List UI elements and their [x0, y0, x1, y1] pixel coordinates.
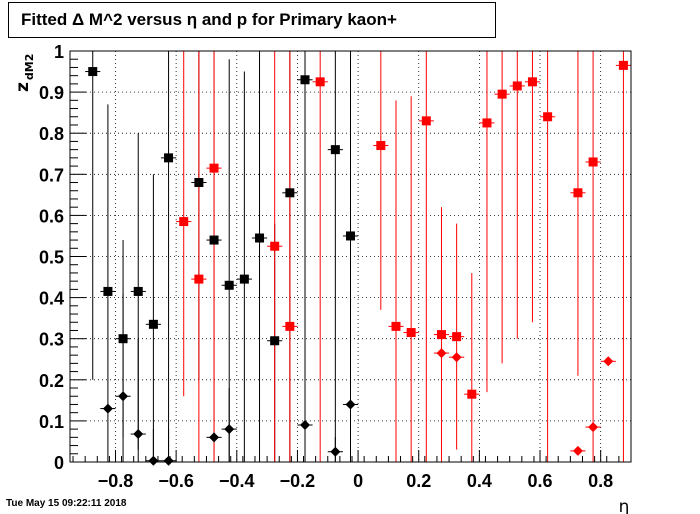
y-tick-label: 0.6 — [39, 206, 64, 226]
chart-title-box: Fitted Δ M^2 versus η and p for Primary … — [8, 2, 496, 38]
diamond-marker — [436, 348, 447, 359]
square-marker — [103, 286, 113, 296]
square-marker — [406, 328, 416, 338]
y-tick-label: 0.9 — [39, 83, 64, 103]
y-tick-label: 0.3 — [39, 330, 64, 350]
square-marker — [573, 188, 583, 198]
y-tick-label: 0.8 — [39, 124, 64, 144]
square-marker — [497, 89, 507, 99]
square-marker — [482, 118, 492, 128]
x-tick-label: −0.4 — [219, 471, 255, 491]
square-marker — [527, 77, 537, 87]
y-tick-label: 0.5 — [39, 248, 64, 268]
y-tick-label: 0.2 — [39, 371, 64, 391]
square-marker — [133, 286, 143, 296]
x-axis-label: η — [619, 497, 630, 514]
date-stamp: Tue May 15 09:22:11 2018 — [6, 498, 127, 509]
x-tick-label: 0 — [353, 471, 363, 491]
square-marker — [194, 274, 204, 284]
square-marker — [421, 116, 431, 126]
square-marker — [209, 163, 219, 173]
square-marker — [618, 60, 628, 70]
diamond-marker — [133, 429, 144, 440]
y-axis-label: z dM2 — [13, 54, 36, 92]
square-marker — [300, 75, 310, 85]
diamond-marker — [300, 420, 311, 431]
square-marker — [194, 178, 204, 188]
square-marker — [255, 233, 265, 243]
square-marker — [436, 330, 446, 340]
square-marker — [270, 241, 280, 251]
diamond-marker — [451, 352, 462, 363]
square-marker — [164, 153, 174, 163]
diamond-marker — [224, 424, 235, 435]
diamond-marker — [118, 391, 129, 402]
x-tick-label: 0.6 — [528, 471, 553, 491]
square-marker — [285, 188, 295, 198]
square-marker — [88, 67, 98, 77]
y-tick-label: 0.7 — [39, 165, 64, 185]
diamond-marker — [603, 356, 614, 367]
y-tick-label: 1 — [54, 42, 64, 62]
y-axis-label-sub: dM2 — [23, 54, 36, 80]
square-marker — [224, 280, 234, 290]
square-marker — [330, 145, 340, 155]
square-marker — [346, 231, 355, 241]
square-marker — [376, 141, 386, 151]
axis-ticks: −0.8 −0.6 −0.4 −0.2 0 0.2 0.4 0.6 0.8 0 0.1 0.2 0.3 0… — [39, 42, 620, 491]
x-tick-label: −0.8 — [98, 471, 134, 491]
diamond-marker — [572, 445, 583, 456]
square-marker — [118, 334, 128, 344]
square-marker — [315, 77, 325, 87]
square-marker — [148, 319, 158, 329]
y-tick-label: 0 — [54, 453, 64, 473]
diamond-marker — [163, 455, 174, 466]
square-marker — [543, 112, 553, 122]
square-marker — [588, 157, 598, 167]
diamond-marker — [588, 422, 599, 433]
square-marker — [209, 235, 219, 245]
diamond-marker — [102, 403, 113, 414]
x-tick-label: 0.8 — [588, 471, 613, 491]
x-tick-label: 0.4 — [467, 471, 492, 491]
diamond-marker — [330, 446, 341, 457]
x-tick-label: 0.2 — [406, 471, 431, 491]
diamond-marker — [148, 455, 159, 466]
square-marker — [467, 389, 477, 399]
chart-title: Fitted Δ M^2 versus η and p for Primary … — [21, 10, 397, 29]
square-marker — [452, 332, 462, 342]
y-tick-label: 0.1 — [39, 412, 64, 432]
square-marker — [285, 321, 295, 331]
x-tick-label: −0.2 — [280, 471, 316, 491]
y-axis-label-main: z — [13, 82, 33, 92]
square-marker — [179, 217, 189, 227]
x-tick-label: −0.6 — [158, 471, 194, 491]
y-tick-label: 0.4 — [39, 289, 64, 309]
square-marker — [239, 274, 249, 284]
data-points — [88, 60, 628, 466]
square-marker — [391, 321, 401, 331]
diamond-marker — [345, 399, 356, 410]
square-marker — [270, 336, 280, 346]
diamond-marker — [209, 432, 220, 443]
square-marker — [512, 81, 522, 91]
